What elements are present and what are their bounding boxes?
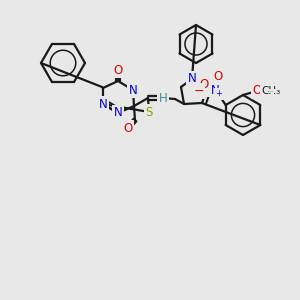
Text: CH₃: CH₃ [261,86,280,96]
Text: O: O [123,122,133,134]
Text: −: − [194,85,204,98]
Text: O: O [252,85,262,98]
Text: O: O [199,79,208,92]
Text: N: N [114,106,122,119]
Text: N: N [202,82,211,95]
Text: S: S [145,106,153,118]
Text: N: N [129,83,137,97]
Text: +: + [215,89,222,98]
Text: methoxy: methoxy [268,90,274,92]
Text: N: N [99,98,107,110]
Text: N: N [188,73,196,85]
Text: O: O [213,70,222,83]
Text: O: O [113,64,123,76]
Text: H: H [159,92,167,104]
Text: N: N [211,83,220,97]
